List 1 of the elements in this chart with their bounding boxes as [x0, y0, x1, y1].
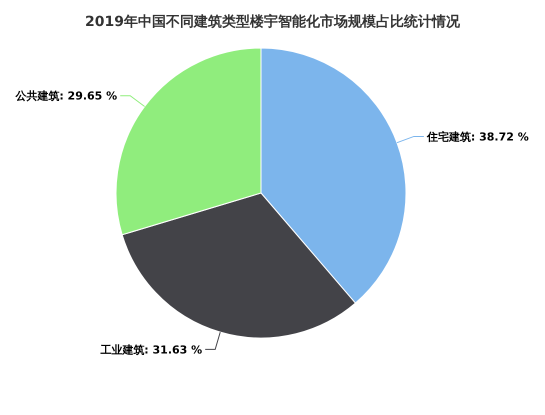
title: 2019年中国不同建筑类型楼宇智能化市场规模占比统计情况	[85, 14, 460, 30]
